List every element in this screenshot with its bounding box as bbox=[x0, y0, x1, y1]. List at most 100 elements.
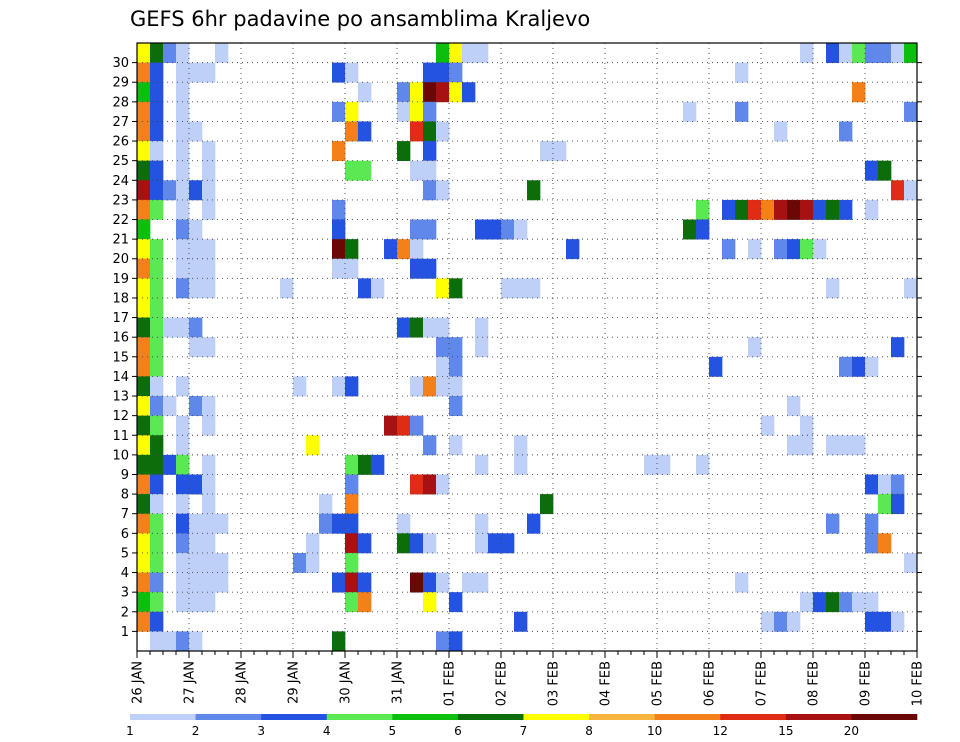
heatmap-cell bbox=[449, 82, 463, 103]
heatmap-cell bbox=[319, 494, 333, 515]
heatmap-cell bbox=[410, 121, 424, 142]
heatmap-cell bbox=[423, 62, 437, 83]
heatmap-cell bbox=[150, 43, 164, 63]
heatmap-cell bbox=[644, 454, 658, 475]
heatmap-cell bbox=[722, 199, 736, 220]
heatmap-cell bbox=[800, 415, 814, 436]
heatmap-cell bbox=[137, 141, 151, 162]
heatmap-cell bbox=[202, 141, 216, 162]
heatmap-cell bbox=[436, 82, 450, 103]
heatmap-cell bbox=[150, 552, 164, 573]
heatmap-cell bbox=[137, 297, 151, 318]
y-tick-label: 7 bbox=[121, 507, 129, 522]
heatmap-cell bbox=[332, 572, 346, 593]
heatmap-cell bbox=[345, 239, 359, 260]
heatmap-cell bbox=[176, 180, 190, 201]
heatmap-cell bbox=[462, 572, 476, 593]
heatmap-cell bbox=[215, 572, 229, 593]
heatmap-cell bbox=[787, 435, 801, 456]
heatmap-cell bbox=[150, 494, 164, 515]
heatmap-cell bbox=[423, 572, 437, 593]
heatmap-cell bbox=[761, 199, 775, 220]
heatmap-cell bbox=[150, 317, 164, 338]
y-tick-label: 26 bbox=[112, 135, 129, 150]
heatmap-cell bbox=[202, 278, 216, 299]
y-tick-label: 10 bbox=[112, 448, 129, 463]
y-tick-label: 29 bbox=[112, 76, 129, 91]
heatmap-cell bbox=[176, 454, 190, 475]
y-tick-label: 15 bbox=[112, 350, 129, 365]
heatmap-cell bbox=[345, 160, 359, 181]
color-legend: 1 2 3 4 5 6 7 8 10 12 15 20 bbox=[126, 714, 918, 738]
heatmap-cell bbox=[475, 219, 489, 240]
heatmap-cell bbox=[514, 219, 528, 240]
y-tick-label: 1 bbox=[121, 625, 129, 640]
heatmap-cell bbox=[735, 62, 749, 83]
heatmap-cell bbox=[865, 533, 879, 554]
heatmap-cell bbox=[878, 43, 892, 63]
heatmap-cell bbox=[865, 199, 879, 220]
heatmap-cell bbox=[137, 62, 151, 83]
heatmap-cell bbox=[345, 513, 359, 534]
heatmap-cell bbox=[150, 572, 164, 593]
heatmap-cell bbox=[475, 43, 489, 63]
heatmap-cell bbox=[137, 415, 151, 436]
heatmap-cell bbox=[150, 415, 164, 436]
heatmap-cell bbox=[189, 337, 203, 358]
heatmap-cell bbox=[176, 239, 190, 260]
y-tick-label: 20 bbox=[112, 252, 129, 267]
heatmap-cell bbox=[709, 356, 723, 377]
heatmap-cell bbox=[358, 160, 372, 181]
heatmap-cell bbox=[215, 43, 229, 63]
heatmap-cell bbox=[540, 141, 554, 162]
legend-label: 8 bbox=[585, 724, 593, 738]
y-axis: 1234567891011121314151617181920212223242… bbox=[112, 56, 922, 640]
heatmap-cell bbox=[137, 258, 151, 279]
heatmap-cell bbox=[150, 160, 164, 181]
heatmap-cell bbox=[202, 239, 216, 260]
heatmap-cell bbox=[904, 180, 918, 201]
heatmap-cell bbox=[436, 278, 450, 299]
heatmap-cell bbox=[436, 43, 450, 63]
heatmap-cell bbox=[150, 199, 164, 220]
heatmap-cell bbox=[150, 356, 164, 377]
heatmap-cell bbox=[449, 356, 463, 377]
x-tick-label: 26 JAN bbox=[131, 661, 146, 704]
heatmap-cell bbox=[150, 513, 164, 534]
heatmap-cell bbox=[332, 62, 346, 83]
heatmap-cell bbox=[852, 82, 866, 103]
heatmap-cell bbox=[137, 572, 151, 593]
heatmap-cell bbox=[202, 533, 216, 554]
x-tick-label: 03 FEB bbox=[547, 661, 562, 706]
legend-swatch bbox=[261, 714, 328, 720]
y-tick-label: 22 bbox=[112, 213, 129, 228]
heatmap-cell bbox=[202, 415, 216, 436]
y-tick-label: 17 bbox=[112, 311, 129, 326]
heatmap-cell bbox=[436, 356, 450, 377]
heatmap-cell bbox=[137, 533, 151, 554]
heatmap-cell bbox=[410, 219, 424, 240]
heatmap-cell bbox=[176, 199, 190, 220]
heatmap-cell bbox=[865, 160, 879, 181]
y-tick-label: 6 bbox=[121, 527, 129, 542]
heatmap-cell bbox=[553, 141, 567, 162]
legend-label: 2 bbox=[192, 724, 200, 738]
heatmap-cell bbox=[423, 258, 437, 279]
heatmap-cell bbox=[202, 454, 216, 475]
heatmap-cell bbox=[332, 219, 346, 240]
x-tick-label: 27 JAN bbox=[183, 661, 198, 704]
y-tick-label: 8 bbox=[121, 488, 129, 503]
heatmap-cells bbox=[137, 43, 918, 652]
y-tick-label: 30 bbox=[112, 56, 129, 71]
legend-label: 1 bbox=[126, 724, 134, 738]
heatmap-cell bbox=[163, 631, 177, 652]
y-tick-label: 11 bbox=[112, 429, 129, 444]
heatmap-cell bbox=[735, 101, 749, 122]
heatmap-cell bbox=[176, 219, 190, 240]
heatmap-cell bbox=[150, 82, 164, 103]
heatmap-cell bbox=[397, 533, 411, 554]
heatmap-cell bbox=[358, 82, 372, 103]
legend-swatch bbox=[654, 714, 721, 720]
heatmap-cell bbox=[436, 337, 450, 358]
heatmap-cell bbox=[774, 199, 788, 220]
